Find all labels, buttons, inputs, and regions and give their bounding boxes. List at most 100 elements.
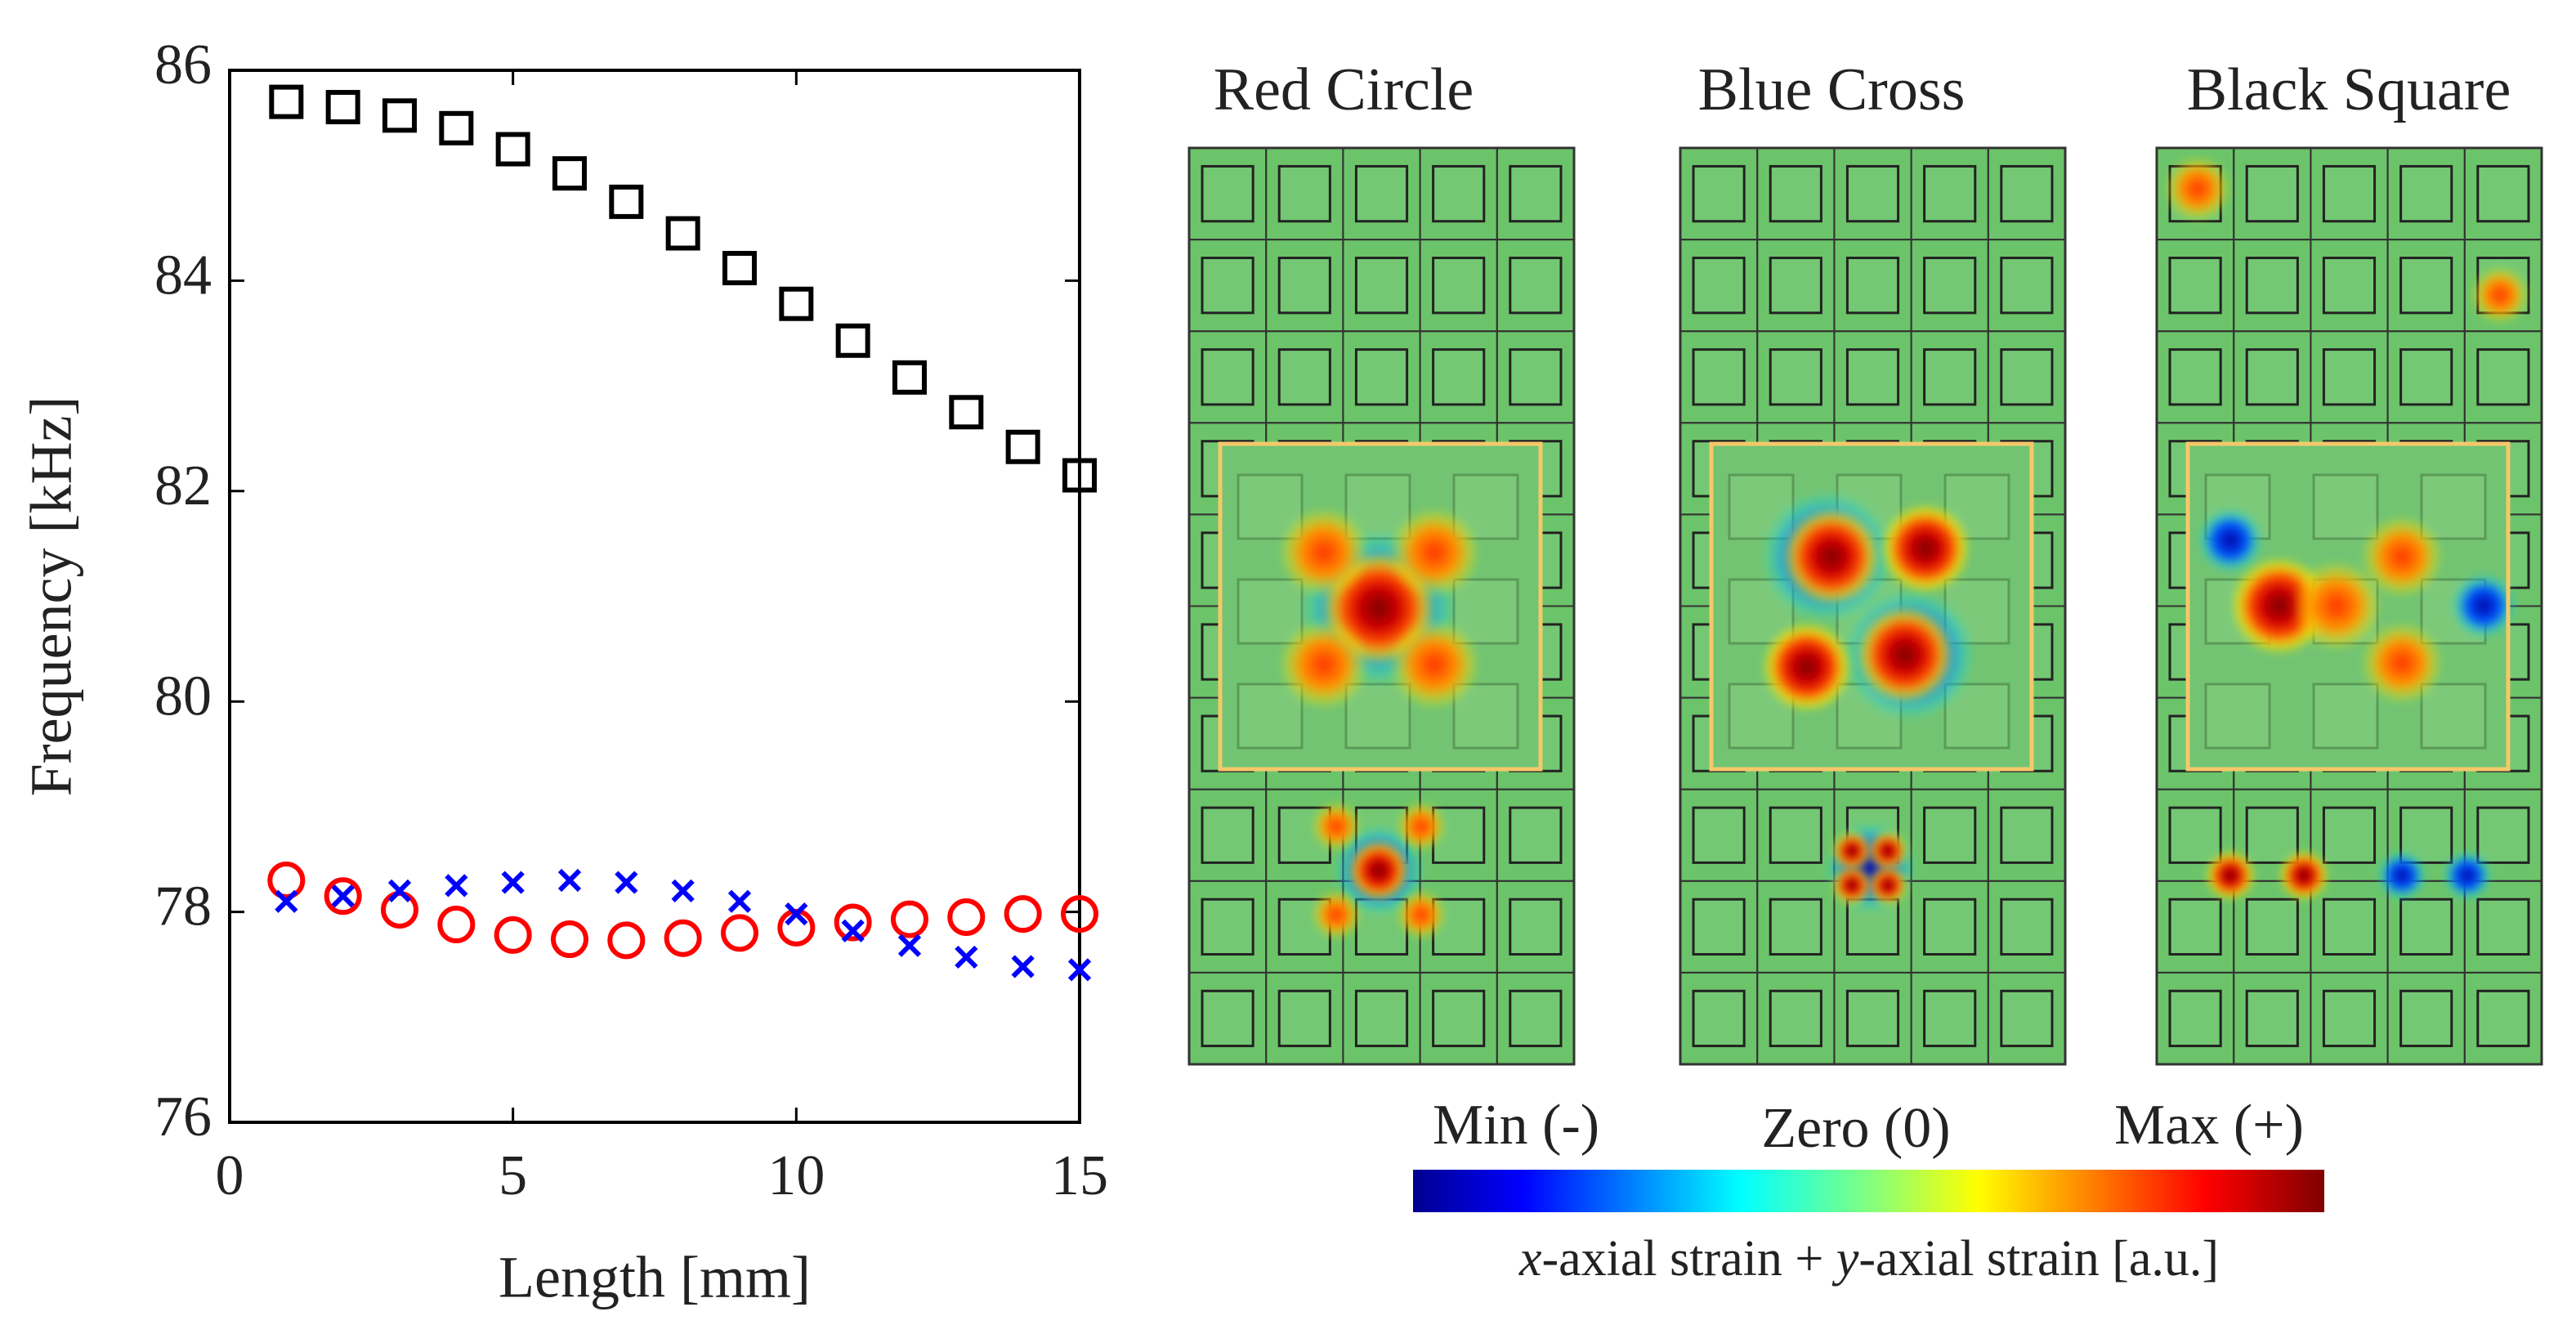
strain-panel [1679,146,2067,1066]
y-tick-label: 76 [154,1086,212,1148]
inclusion [1354,348,1409,406]
inclusion [1845,989,1900,1048]
inclusion [1509,806,1563,864]
marker-square [382,98,417,133]
inclusion [2000,348,2054,406]
strain-spot [1397,802,1446,851]
panel-title: Red Circle [1214,56,1474,123]
inclusion [1277,348,1331,406]
marker-circle [437,906,476,944]
marker-cross [557,868,582,893]
inclusion [2476,989,2530,1048]
strain-spot [1762,622,1852,712]
colorbar-min-label: Min (-) [1433,1094,1599,1157]
strain-spot [1279,508,1369,598]
marker-circle [494,915,532,954]
inclusion [1277,257,1331,315]
inclusion [1692,989,1746,1048]
inclusion [2000,257,2054,315]
marker-square [835,323,870,358]
inclusion [2399,348,2453,406]
panels: Red Circle Blue Cross Black Square [1187,56,2543,1066]
inclusion [2322,989,2377,1048]
inclusion [2245,348,2299,406]
strain-spot [2206,851,2255,900]
inclusion [2399,257,2453,315]
marker-cross [275,889,298,913]
inclusion [2168,989,2222,1048]
inclusion [2168,898,2222,956]
marker-circle [891,900,928,938]
caption-part: -axial strain [a.u.] [1858,1231,2219,1287]
inclusion [1769,164,1822,223]
marker-circle [1061,895,1098,933]
inclusion [1923,257,1977,315]
colorbar [1413,1170,2324,1212]
marker-circle [381,891,418,929]
strain-spot [1389,620,1479,710]
marker-square [495,132,530,167]
inclusion [2476,898,2530,956]
colorbar-max-label: Max (+) [2114,1094,2304,1157]
strain-spot [1832,866,1872,905]
inclusion [1923,898,1977,956]
inclusion [1769,806,1822,864]
inclusion [2322,257,2377,315]
inclusion [2168,806,2222,864]
zoom-inclusion [2204,683,2271,750]
inclusion [2399,989,2453,1048]
zoom-inclusion [1237,683,1304,750]
marker-square [439,110,474,145]
inclusion [1692,806,1746,864]
inclusion [2322,898,2377,956]
marker-cross [671,879,695,902]
strain-spot [2292,561,2381,651]
inclusion [2322,348,2377,406]
colorbar-zero-label: Zero (0) [1761,1097,1950,1160]
caption-part: x [1518,1231,1542,1287]
caption-part: -axial strain + [1541,1231,1836,1287]
inclusion [1432,257,1486,315]
inclusion [2322,806,2377,864]
marker-circle [947,898,986,937]
inclusion [1923,989,1977,1048]
strain-spot [1856,606,1954,704]
inclusion [1509,257,1563,315]
strain-spot [1279,620,1369,710]
y-tick-label: 78 [154,875,212,938]
inclusion [2245,898,2299,956]
x-tick-label: 0 [216,1144,244,1207]
plot-frame [228,69,1081,1124]
inclusion [2000,989,2054,1048]
inclusion [1201,164,1254,223]
x-axis-label: Length [mm] [499,1245,811,1310]
strain-spot [1832,831,1872,871]
marker-circle [664,919,702,957]
inclusion [1201,989,1254,1048]
unit-cell [1987,971,2066,1066]
inclusion [1509,164,1563,223]
strain-spot [2451,573,2516,638]
zoom-inclusion [2420,473,2487,540]
inclusion [1769,989,1822,1048]
marker-circle [1004,895,1042,933]
inclusion [1509,898,1563,956]
strain-spot [2471,266,2529,324]
inclusion [1692,348,1746,406]
zoom-inclusion [2420,683,2487,750]
strain-spot [2361,516,2443,598]
strain-spot [1312,802,1361,851]
marker-square [609,184,644,219]
strain-spot [1348,839,1410,902]
marker-square [1005,429,1040,464]
caption-part: y [1831,1231,1859,1287]
marker-cross [501,871,525,894]
inclusion [2245,806,2299,864]
strain-spot [1389,508,1479,598]
inclusion [1692,164,1746,223]
marker-circle [324,877,362,915]
zoom-border [1709,441,2034,772]
x-tick-label: 5 [499,1144,527,1207]
strain-spot [2165,156,2230,222]
